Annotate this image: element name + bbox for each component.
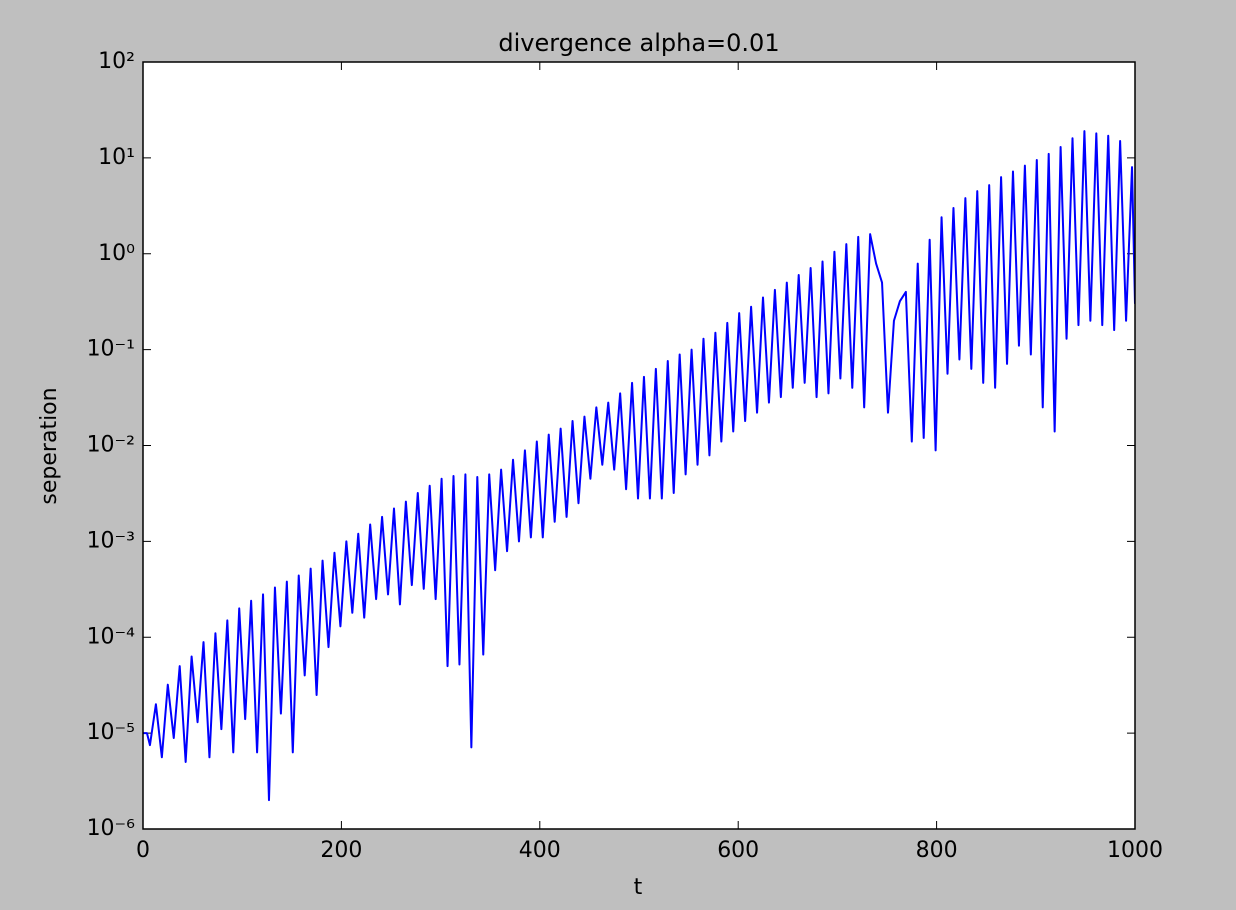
x-tick-label: 200 bbox=[320, 838, 362, 863]
plot-area bbox=[143, 62, 1135, 829]
y-tick-label: 10⁻¹ bbox=[87, 337, 135, 362]
y-tick-label: 10⁻⁵ bbox=[87, 720, 135, 745]
x-tick-label: 0 bbox=[136, 838, 150, 863]
y-tick-label: 10⁻⁶ bbox=[87, 816, 136, 841]
y-tick-label: 10⁻³ bbox=[87, 528, 135, 553]
x-tick-label: 400 bbox=[519, 838, 561, 863]
y-tick-label: 10⁻² bbox=[87, 433, 135, 458]
chart-title: divergence alpha=0.01 bbox=[498, 29, 779, 57]
y-tick-label: 10⁰ bbox=[98, 241, 135, 266]
data-line bbox=[143, 130, 1135, 802]
x-tick-label: 1000 bbox=[1107, 838, 1163, 863]
x-axis-label: t bbox=[634, 875, 643, 900]
y-axis-label: seperation bbox=[37, 387, 62, 504]
x-tick-label: 600 bbox=[717, 838, 759, 863]
y-tick-label: 10² bbox=[98, 49, 135, 74]
plot-frame bbox=[142, 61, 1136, 830]
y-tick-label: 10⁻⁴ bbox=[87, 624, 136, 649]
y-tick-label: 10¹ bbox=[98, 145, 135, 170]
x-tick-label: 800 bbox=[916, 838, 958, 863]
